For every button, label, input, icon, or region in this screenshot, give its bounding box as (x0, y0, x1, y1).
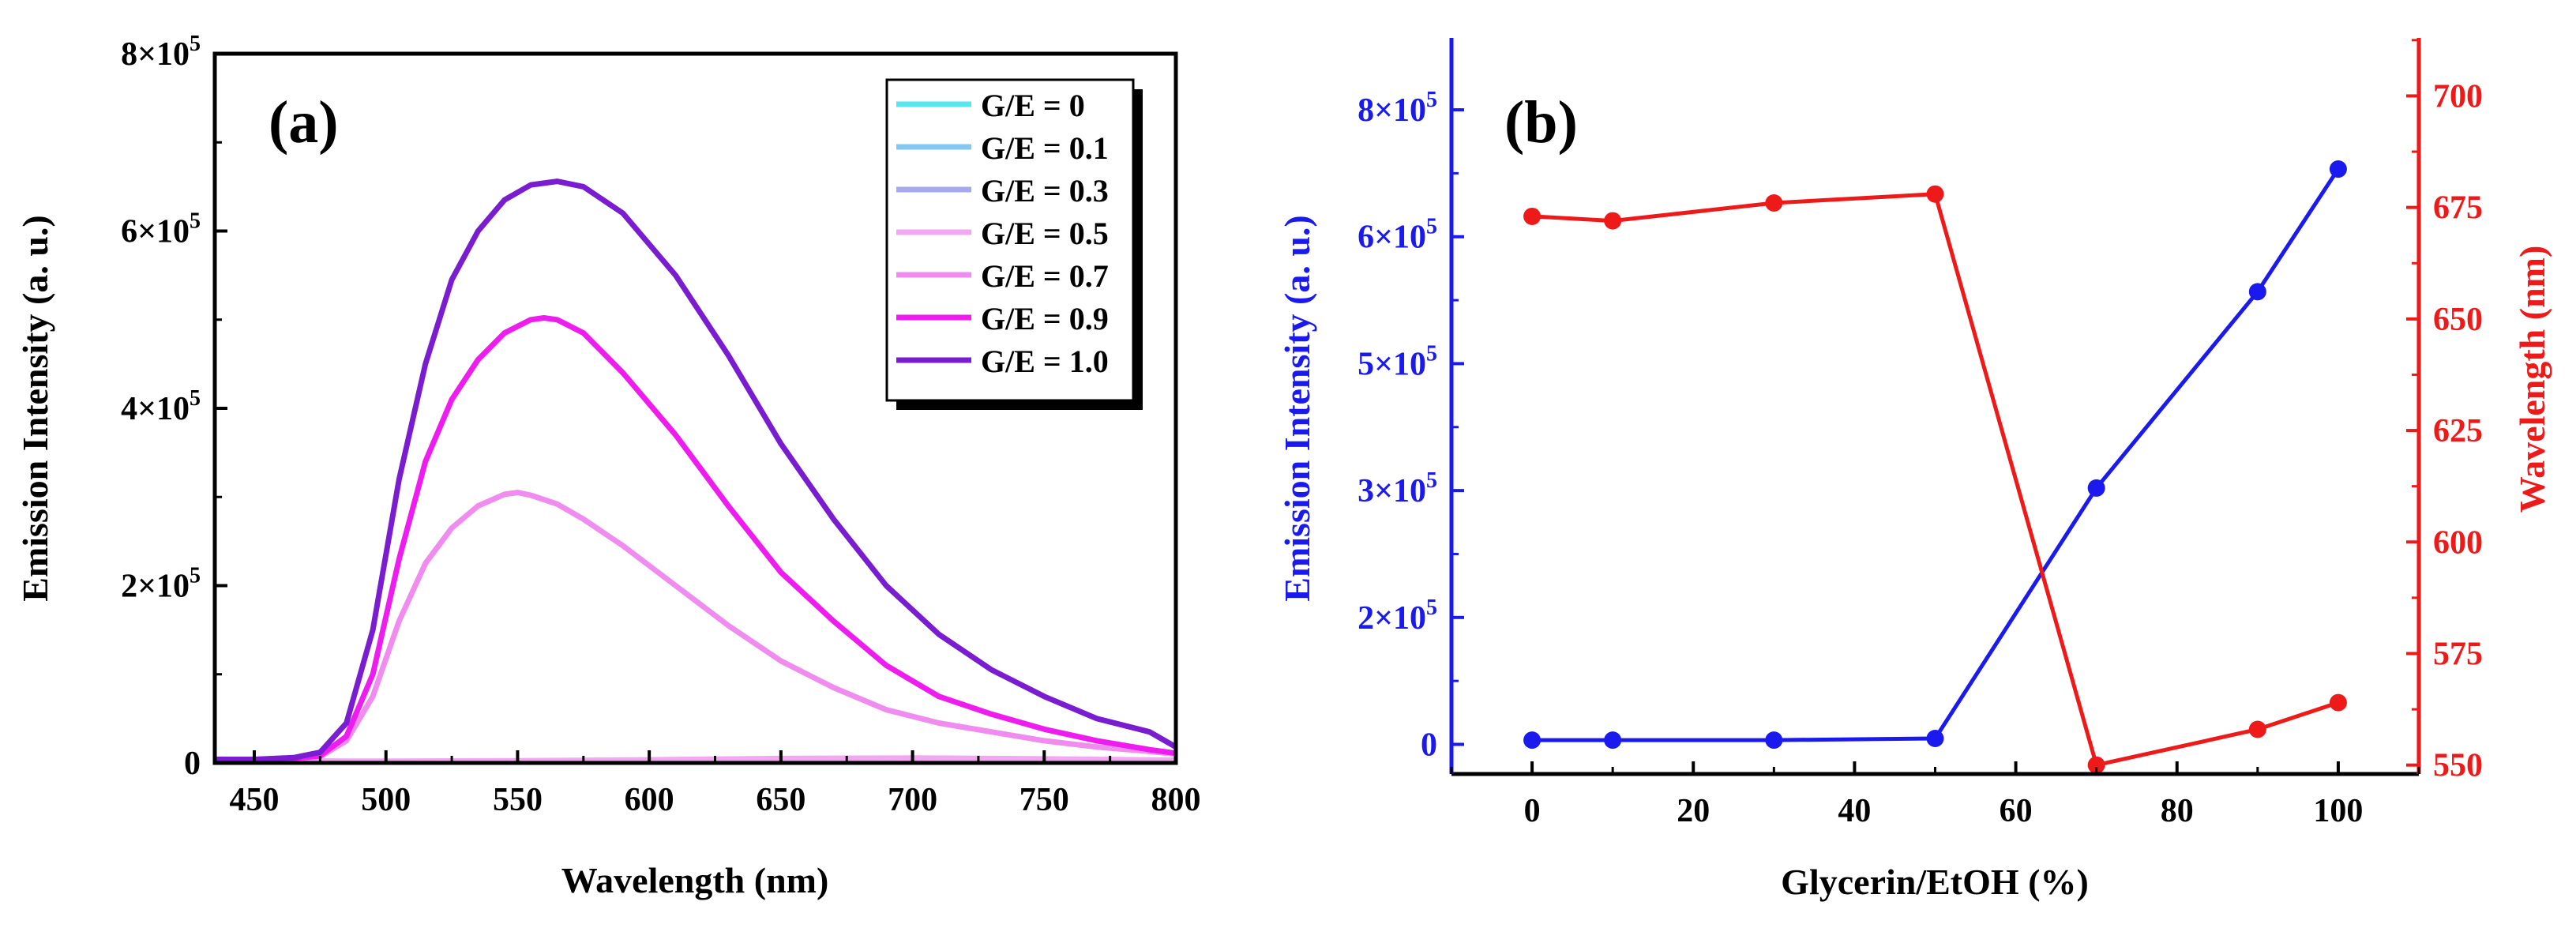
legend-label-0: G/E = 0 (981, 88, 1085, 123)
panel-b-right-tick-labels: 550 575 600 625 650 675 700 (2433, 78, 2483, 783)
panel-b-point-0-3 (1926, 730, 1944, 748)
panel-a-x-tick-label: 550 (493, 782, 543, 818)
panel-a-series-line-6 (215, 178, 1177, 762)
panel-b-point-0-5 (2248, 283, 2266, 301)
panel-b-right-tick-label: 575 (2433, 636, 2483, 672)
panel-b-series-line-1 (1531, 192, 2339, 768)
legend-label-3: G/E = 0.5 (981, 216, 1109, 251)
panel-a: 450 500 550 600 650 700 750 800 0 2×105 4×105 6×10… (15, 32, 1201, 900)
panel-b-ticks (1450, 39, 2420, 774)
panel-b-x-axis-label: Glycerin/EtOH (%) (1781, 862, 2089, 902)
panel-b-x-tick-labels: 0 20 40 60 80 100 (1524, 793, 2364, 829)
panel-b-x-tick-label: 40 (1838, 793, 1871, 829)
panel-a-y-tick-label: 6×105 (121, 209, 201, 250)
panel-a-y-tick-labels: 0 2×105 4×105 6×105 8×105 (121, 32, 201, 782)
panel-b-point-0-2 (1765, 731, 1783, 750)
legend-label-2: G/E = 0.3 (981, 173, 1109, 209)
panel-b-left-tick-label: 8×105 (1357, 88, 1437, 129)
panel-a-series-line-4 (215, 490, 1177, 764)
panel-a-series-line-3 (214, 755, 1177, 765)
panel-a-y-tick-label: 4×105 (121, 386, 201, 427)
panel-b-x-tick-label: 80 (2161, 793, 2194, 829)
panel-a-x-tick-label: 450 (230, 782, 280, 818)
panel-b-x-tick-label: 60 (2000, 793, 2033, 829)
panel-b-x-tick-label: 0 (1524, 793, 1541, 829)
panel-b-point-1-0 (1523, 207, 1541, 225)
legend-label-5: G/E = 0.9 (981, 301, 1109, 336)
panel-b-left-tick-label: 3×105 (1357, 468, 1437, 509)
panel-b-point-1-4 (2087, 756, 2105, 774)
panel-b-right-axis-label: Wavelength (nm) (2512, 246, 2552, 513)
panel-b-left-tick-label: 2×105 (1357, 595, 1437, 637)
panel-b-right-tick-label: 700 (2433, 78, 2483, 115)
panel-b-point-1-5 (2248, 720, 2266, 738)
panel-b-right-tick-label: 650 (2433, 302, 2483, 338)
panel-a-y-tick-label: 8×105 (121, 32, 201, 73)
panel-b-right-tick-label: 625 (2433, 413, 2483, 449)
panel-b-series-line-0 (1532, 167, 2340, 742)
panel-b-right-tick-label: 550 (2433, 748, 2483, 784)
legend-label-6: G/E = 1.0 (981, 344, 1109, 379)
panel-b-point-1-1 (1604, 212, 1622, 230)
panel-a-label: (a) (268, 89, 339, 156)
panel-a-x-tick-label: 600 (625, 782, 674, 818)
legend-box (885, 78, 1135, 402)
panel-b: 0 20 40 60 80 100 02×1053×1055×1056×1058×105 … (1277, 38, 2552, 902)
panel-b-left-tick-labels: 0 2×105 3×105 5×105 6×105 8×105 (1357, 88, 1437, 763)
panel-b-point-1-3 (1926, 185, 1944, 203)
panel-a-x-axis-label: Wavelength (nm) (561, 860, 829, 900)
panel-a-x-tick-labels: 450 500 550 600 650 700 750 800 (230, 782, 1201, 818)
panel-b-label: (b) (1504, 89, 1578, 156)
panel-b-point-0-0 (1523, 731, 1541, 750)
panel-b-series (1523, 160, 2347, 774)
panel-a-y-axis-label: Emission Intensity (a. u.) (15, 215, 55, 601)
panel-a-x-tick-label: 650 (756, 782, 805, 818)
panel-b-point-0-4 (2087, 479, 2105, 497)
panel-b-left-tick-label: 6×105 (1357, 215, 1437, 256)
panel-b-x-tick-label: 20 (1677, 793, 1710, 829)
panel-a-y-tick-label: 0 (184, 746, 201, 782)
panel-a-x-tick-label: 750 (1020, 782, 1069, 818)
panel-a-legend: G/E = 0 G/E = 0.1 G/E = 0.3 G/E = 0.5 G/E = … (885, 78, 1143, 410)
panel-b-point-0-1 (1604, 731, 1622, 750)
legend-label-4: G/E = 0.7 (981, 258, 1109, 294)
panel-a-y-tick-label: 2×105 (121, 564, 201, 605)
panel-a-series-line-5 (215, 315, 1177, 764)
legend-label-1: G/E = 0.1 (981, 130, 1109, 166)
panel-b-x-tick-label: 100 (2313, 793, 2363, 829)
panel-b-left-tick-label: 0 (1421, 727, 1437, 764)
panel-b-right-tick-label: 600 (2433, 524, 2483, 561)
panel-a-x-tick-label: 500 (361, 782, 411, 818)
panel-b-point-1-2 (1765, 193, 1783, 212)
legend-items: G/E = 0 G/E = 0.1 G/E = 0.3 G/E = 0.5 G/E = … (896, 88, 1109, 379)
panel-b-left-axis-label: Emission Intensity (a. u.) (1277, 215, 1317, 601)
panel-b-point-0-6 (2329, 160, 2347, 178)
panel-b-left-tick-label: 5×105 (1357, 341, 1437, 382)
panel-b-point-1-6 (2329, 693, 2347, 712)
panel-b-right-tick-label: 675 (2433, 190, 2483, 227)
panel-a-x-tick-label: 700 (888, 782, 937, 818)
panel-a-ticks (215, 52, 1177, 765)
panel-a-x-tick-label: 800 (1151, 782, 1201, 818)
